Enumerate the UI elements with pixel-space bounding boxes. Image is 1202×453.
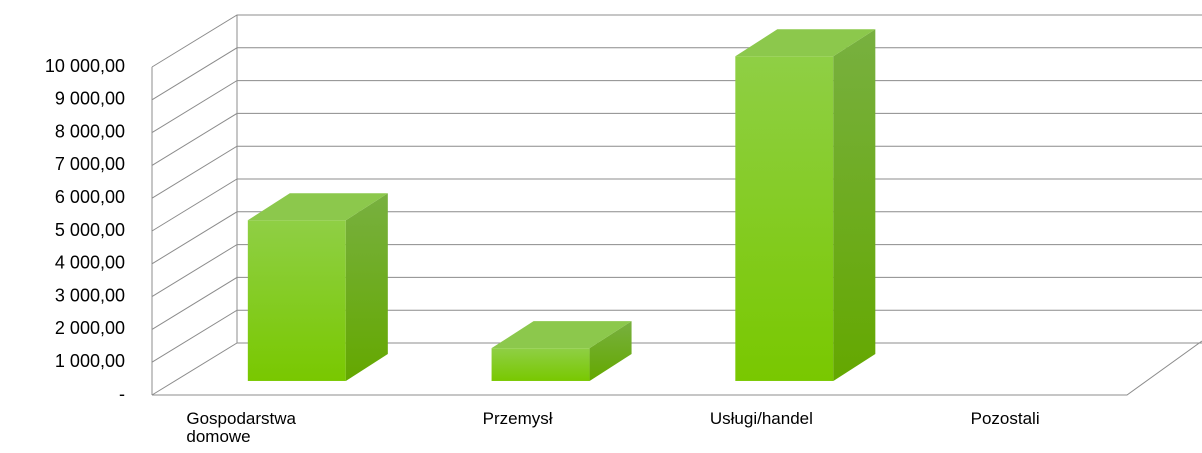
grid-line	[151, 112, 1202, 166]
x-tick-label: Gospodarstwa domowe	[186, 409, 296, 446]
bar-top	[491, 321, 632, 349]
grid-line	[151, 276, 1202, 330]
x-tick-label: Przemysł	[482, 409, 553, 428]
y-tick-label: 1 000,00	[55, 351, 125, 371]
y-tick-label: 5 000,00	[55, 220, 125, 240]
x-tick-label: Usługi/handel	[709, 409, 813, 428]
y-tick-label: 3 000,00	[55, 285, 125, 305]
bar-side	[345, 193, 388, 381]
bar-front	[735, 56, 834, 381]
floor	[152, 340, 1202, 396]
bar-side	[589, 321, 632, 381]
bar-top	[735, 29, 876, 57]
y-tick-label: -	[119, 384, 125, 404]
grid-line	[151, 244, 1202, 298]
grid-line	[151, 342, 1202, 396]
bar-front	[491, 348, 590, 381]
bar-top	[247, 193, 388, 221]
y-tick-label: 8 000,00	[55, 121, 125, 141]
bar-side	[833, 29, 876, 381]
grid-line	[151, 145, 1202, 199]
y-tick-label: 6 000,00	[55, 187, 125, 207]
x-tick-label: Pozostali	[970, 409, 1040, 428]
y-tick-label: 7 000,00	[55, 154, 125, 174]
y-tick-label: 4 000,00	[55, 253, 125, 273]
y-tick-label: 9 000,00	[55, 89, 125, 109]
grid-line	[151, 309, 1202, 363]
y-tick-label: 2 000,00	[55, 318, 125, 338]
grid-line	[151, 47, 1202, 101]
y-tick-label: 10 000,00	[45, 56, 125, 76]
grid-line	[151, 211, 1202, 265]
bar-front	[247, 220, 346, 381]
grid-line	[151, 14, 1202, 68]
grid-line	[151, 80, 1202, 134]
grid-line	[151, 178, 1202, 232]
